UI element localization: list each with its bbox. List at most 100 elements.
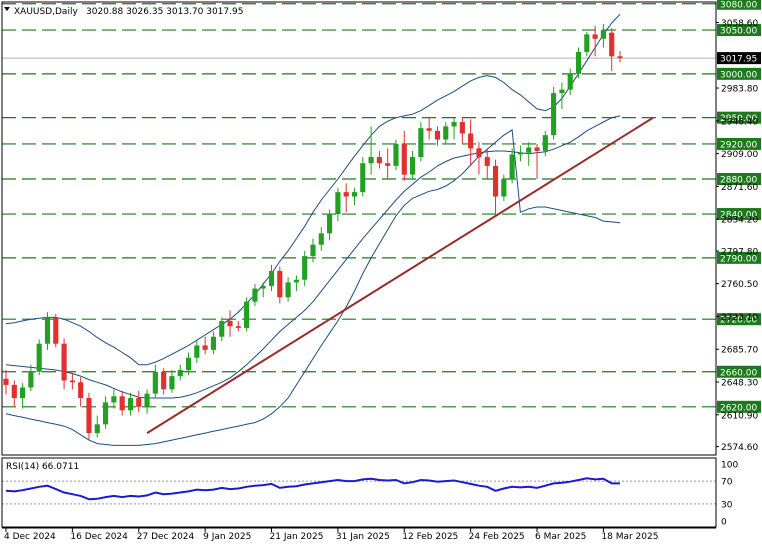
candle-body xyxy=(277,270,283,298)
candle[interactable] xyxy=(169,370,175,393)
candle[interactable] xyxy=(484,148,490,179)
candle-body xyxy=(136,398,142,407)
candle[interactable] xyxy=(351,187,358,206)
y-tick-label: 2797.80 xyxy=(721,248,758,258)
candle[interactable] xyxy=(542,130,548,157)
main-panel-frame xyxy=(1,1,717,456)
candle[interactable] xyxy=(78,377,84,407)
candle[interactable] xyxy=(202,336,208,355)
candle[interactable] xyxy=(617,51,623,63)
collapse-triangle-icon[interactable] xyxy=(4,7,10,11)
candle[interactable] xyxy=(517,145,524,162)
candle[interactable] xyxy=(102,396,109,429)
candle-body xyxy=(161,371,167,390)
candle[interactable] xyxy=(418,122,424,162)
x-tick-label: 6 Mar 2025 xyxy=(535,532,586,542)
candle[interactable] xyxy=(227,310,233,337)
candle[interactable] xyxy=(119,391,125,416)
trendline[interactable] xyxy=(146,116,654,434)
rsi-panel[interactable]: RSI(14) 66.0711 xyxy=(2,462,716,505)
candle[interactable] xyxy=(476,142,482,175)
candle[interactable] xyxy=(293,275,299,292)
rsi-line[interactable] xyxy=(5,477,620,501)
candle[interactable] xyxy=(409,150,416,179)
level-price-label: 2720.00 xyxy=(720,316,757,326)
y-tick-label: 2648.30 xyxy=(721,379,758,389)
candle[interactable] xyxy=(53,313,59,348)
y-tick-label: 2723.10 xyxy=(721,313,758,323)
candle[interactable] xyxy=(277,266,283,304)
candle[interactable] xyxy=(252,284,258,307)
candle[interactable] xyxy=(526,142,532,166)
candle[interactable] xyxy=(318,227,324,251)
x-tick-label: 18 Mar 2025 xyxy=(601,532,658,542)
candle[interactable] xyxy=(111,389,117,409)
candle-body xyxy=(227,320,233,327)
candle[interactable] xyxy=(609,28,615,72)
y-tick-label: 2871.60 xyxy=(721,183,758,193)
candle-body xyxy=(86,398,92,434)
candle[interactable] xyxy=(310,238,316,263)
candle[interactable] xyxy=(194,341,200,363)
candle[interactable] xyxy=(177,364,183,381)
candle[interactable] xyxy=(152,364,158,399)
candle[interactable] xyxy=(244,297,250,332)
candle[interactable] xyxy=(86,392,92,441)
candle[interactable] xyxy=(393,139,399,171)
candle[interactable] xyxy=(94,415,100,438)
main-price-panel[interactable] xyxy=(2,3,716,446)
candle[interactable] xyxy=(376,150,382,169)
candle[interactable] xyxy=(136,391,142,413)
candle[interactable] xyxy=(302,250,308,286)
candle[interactable] xyxy=(28,364,34,392)
candle[interactable] xyxy=(327,209,333,241)
candle[interactable] xyxy=(559,82,565,109)
candle[interactable] xyxy=(360,157,366,197)
candle[interactable] xyxy=(459,117,465,144)
candle[interactable] xyxy=(434,126,441,146)
candle[interactable] xyxy=(260,282,266,298)
candle[interactable] xyxy=(468,119,474,166)
candle[interactable] xyxy=(426,117,432,140)
candle[interactable] xyxy=(127,392,134,416)
candle[interactable] xyxy=(451,117,457,140)
candle[interactable] xyxy=(144,389,150,414)
candle[interactable] xyxy=(185,352,192,376)
candle[interactable] xyxy=(335,187,341,222)
candle[interactable] xyxy=(584,31,590,57)
candle[interactable] xyxy=(61,338,67,390)
candle[interactable] xyxy=(36,339,42,376)
candle[interactable] xyxy=(401,130,407,181)
candle[interactable] xyxy=(44,312,51,350)
candle[interactable] xyxy=(285,277,291,302)
candle[interactable] xyxy=(235,320,241,332)
candle[interactable] xyxy=(600,23,606,48)
candle[interactable] xyxy=(501,174,507,201)
candle[interactable] xyxy=(492,159,499,215)
candle[interactable] xyxy=(268,264,275,292)
candle[interactable] xyxy=(343,183,349,213)
candle[interactable] xyxy=(551,86,557,140)
candle-body xyxy=(551,93,557,136)
candle[interactable] xyxy=(592,25,598,57)
candle[interactable] xyxy=(368,126,374,175)
candle-body xyxy=(302,256,308,280)
candle[interactable] xyxy=(509,148,515,184)
candle[interactable] xyxy=(443,122,449,144)
candle[interactable] xyxy=(69,373,75,390)
candle[interactable] xyxy=(219,317,225,342)
x-tick-label: 21 Jan 2025 xyxy=(270,532,324,542)
candle[interactable] xyxy=(210,331,217,355)
candle[interactable] xyxy=(567,68,573,95)
candle[interactable] xyxy=(161,368,167,395)
candle[interactable] xyxy=(11,380,17,407)
candle[interactable] xyxy=(3,370,9,395)
candle-body xyxy=(426,128,432,131)
candle[interactable] xyxy=(534,143,540,179)
candle-body xyxy=(468,133,474,149)
candle[interactable] xyxy=(385,148,391,179)
candle[interactable] xyxy=(20,383,26,409)
candle[interactable] xyxy=(575,47,582,79)
